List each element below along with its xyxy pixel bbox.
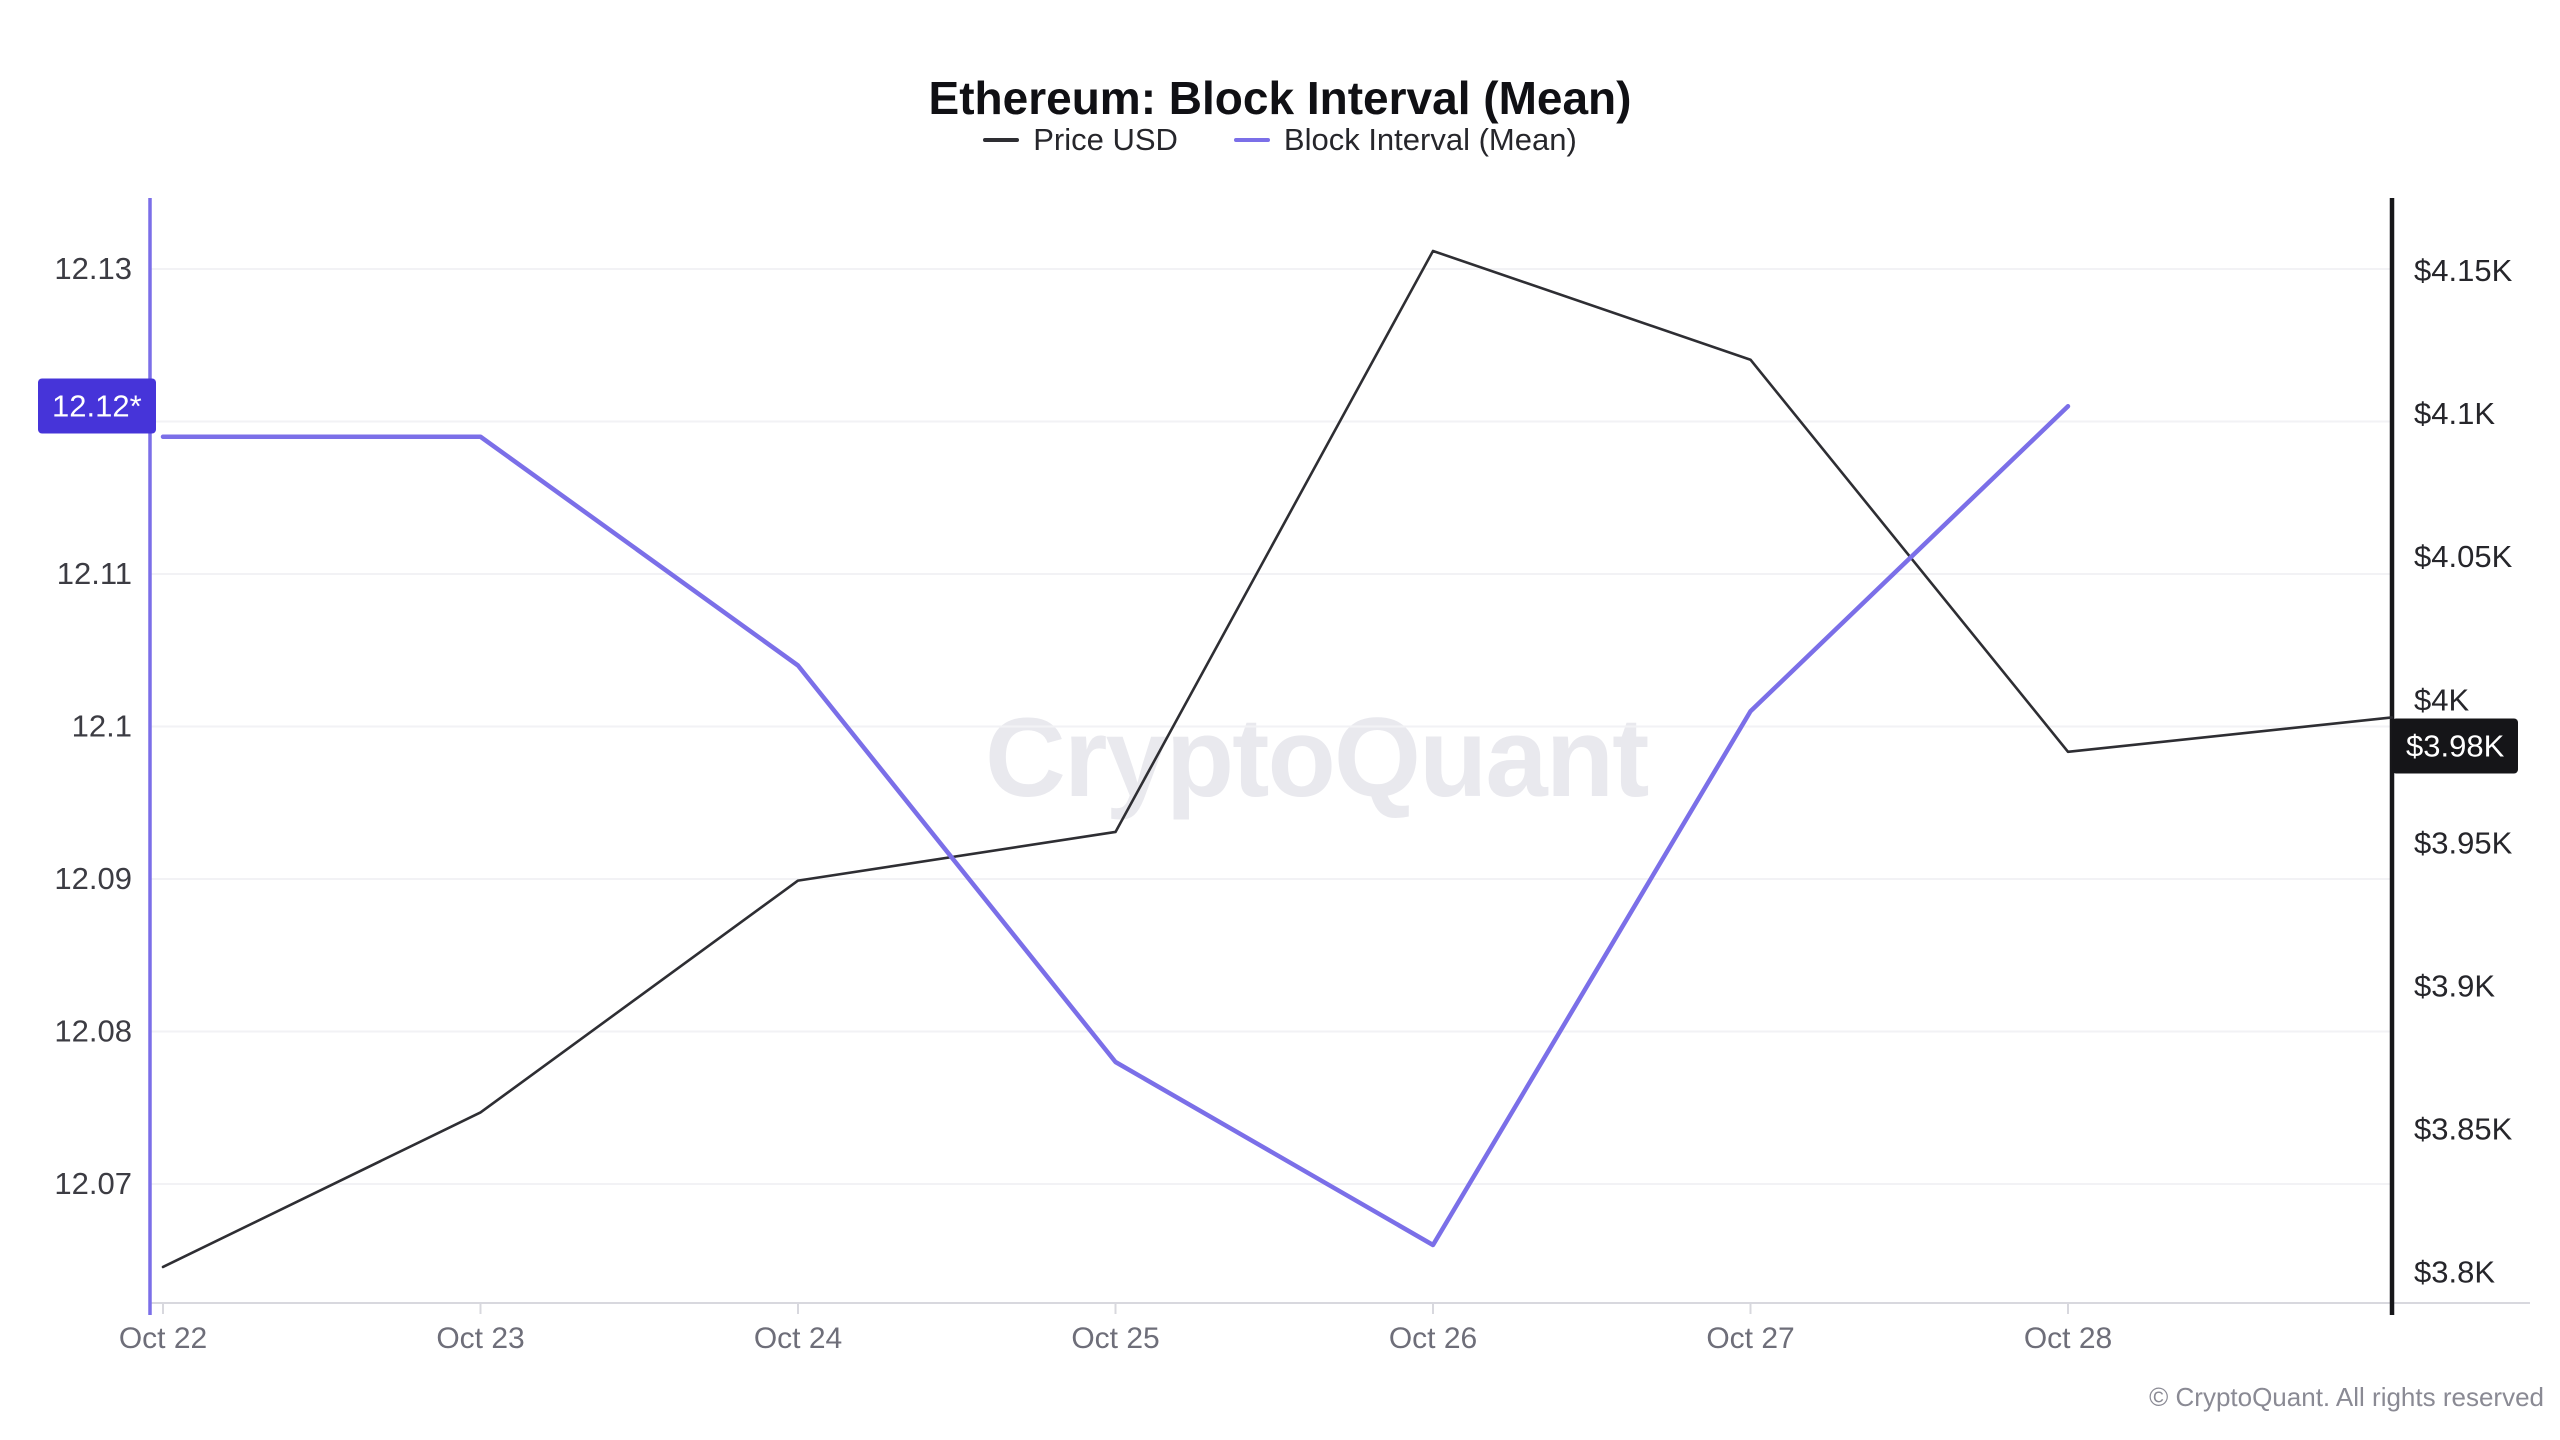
y-right-tick-label: $3.9K bbox=[2414, 969, 2495, 1004]
y-right-tick-label: $4.05K bbox=[2414, 539, 2513, 574]
y-right-tick-label: $4K bbox=[2414, 682, 2469, 717]
x-tick-label: Oct 24 bbox=[754, 1322, 842, 1355]
price-usd-line-marker-icon bbox=[983, 138, 1020, 142]
copyright-text: © CryptoQuant. All rights reserved bbox=[2149, 1382, 2544, 1412]
y-left-tick-label: 12.08 bbox=[54, 1014, 132, 1049]
legend-label-price-usd: Price USD bbox=[1033, 122, 1178, 157]
block-interval-line bbox=[160, 404, 2071, 1248]
y-left-tick-label: 12.11 bbox=[57, 556, 132, 591]
y-left-tick-label: 12.1 bbox=[72, 709, 132, 744]
y-right-tick-label: $3.8K bbox=[2414, 1255, 2495, 1290]
x-tick-label: Oct 28 bbox=[2024, 1322, 2112, 1355]
legend: Price USD Block Interval (Mean) bbox=[0, 122, 2560, 158]
y-right-tick-label: $4.15K bbox=[2414, 253, 2513, 288]
y-right-tick-label: $4.1K bbox=[2414, 396, 2495, 431]
block-interval-badge: 12.12* bbox=[38, 378, 156, 434]
legend-item-price-usd[interactable]: Price USD bbox=[983, 122, 1178, 158]
x-tick-label: Oct 27 bbox=[1706, 1322, 1794, 1355]
x-tick-label: Oct 26 bbox=[1389, 1322, 1477, 1355]
x-tick-label: Oct 22 bbox=[119, 1322, 207, 1355]
x-tick-label: Oct 23 bbox=[436, 1322, 524, 1355]
legend-item-block-interval[interactable]: Block Interval (Mean) bbox=[1233, 122, 1577, 158]
y-left-tick-label: 12.09 bbox=[54, 861, 132, 896]
legend-label-block-interval: Block Interval (Mean) bbox=[1283, 122, 1577, 157]
x-tick-label: Oct 25 bbox=[1071, 1322, 1159, 1355]
chart-title: Ethereum: Block Interval (Mean) bbox=[928, 71, 1632, 124]
y-left-tick-label: 12.13 bbox=[54, 251, 132, 286]
block-interval-line-marker-icon bbox=[1233, 138, 1270, 142]
y-left-tick-label: 12.07 bbox=[54, 1166, 132, 1201]
price-usd-line bbox=[161, 249, 2394, 1269]
price-badge: $3.98K bbox=[2392, 718, 2519, 774]
y-right-tick-label: $3.85K bbox=[2414, 1112, 2513, 1147]
y-right-tick-label: $3.95K bbox=[2414, 825, 2513, 860]
